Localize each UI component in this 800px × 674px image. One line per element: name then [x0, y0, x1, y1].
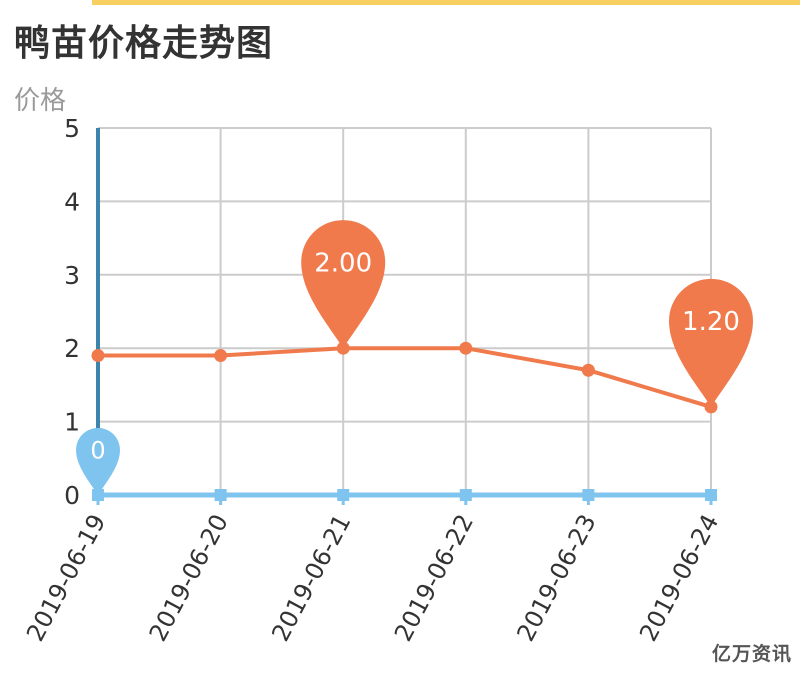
zero-series-point	[459, 489, 472, 501]
price-value-pin: 1.20	[669, 278, 753, 407]
y-axis-title: 价格	[14, 86, 67, 116]
price-value-pin-label: 1.20	[682, 307, 740, 337]
x-tick-label: 2019-06-19	[21, 510, 111, 646]
price-value-pin-shape	[301, 220, 386, 349]
y-tick-label: 0	[64, 481, 80, 510]
price-series-point	[91, 349, 105, 363]
x-tick-label: 2019-06-21	[266, 510, 356, 646]
x-tick-label: 2019-06-24	[634, 510, 724, 646]
zero-series-point	[337, 489, 350, 501]
price-series-line	[98, 346, 712, 409]
price-value-pin: 2.00	[301, 220, 386, 349]
zero-value-pin-shape	[76, 427, 120, 495]
x-tick-label: 2019-06-20	[144, 510, 234, 646]
price-series-point	[214, 349, 228, 363]
y-tick-label: 2	[64, 334, 80, 363]
chart-title: 鸭苗价格走势图	[14, 23, 274, 64]
price-value-pin-label: 2.00	[314, 248, 372, 278]
y-tick-label: 3	[64, 261, 80, 290]
watermark: 亿万资讯	[711, 643, 792, 665]
x-tick-label: 2019-06-22	[389, 510, 479, 646]
zero-value-pin-label: 0	[90, 437, 105, 465]
y-tick-label: 4	[64, 187, 80, 216]
zero-series-point	[582, 489, 595, 501]
price-series-point	[581, 363, 595, 377]
y-tick-label: 5	[64, 114, 80, 143]
zero-value-pin: 0	[76, 427, 120, 495]
x-tick-label: 2019-06-23	[511, 510, 601, 646]
zero-series-point	[705, 489, 717, 501]
zero-series-point	[214, 489, 227, 501]
y-tick-label: 1	[64, 408, 80, 437]
top-accent-bar	[92, 0, 800, 5]
price-value-pin-shape	[669, 278, 753, 407]
price-series-point	[459, 341, 473, 355]
